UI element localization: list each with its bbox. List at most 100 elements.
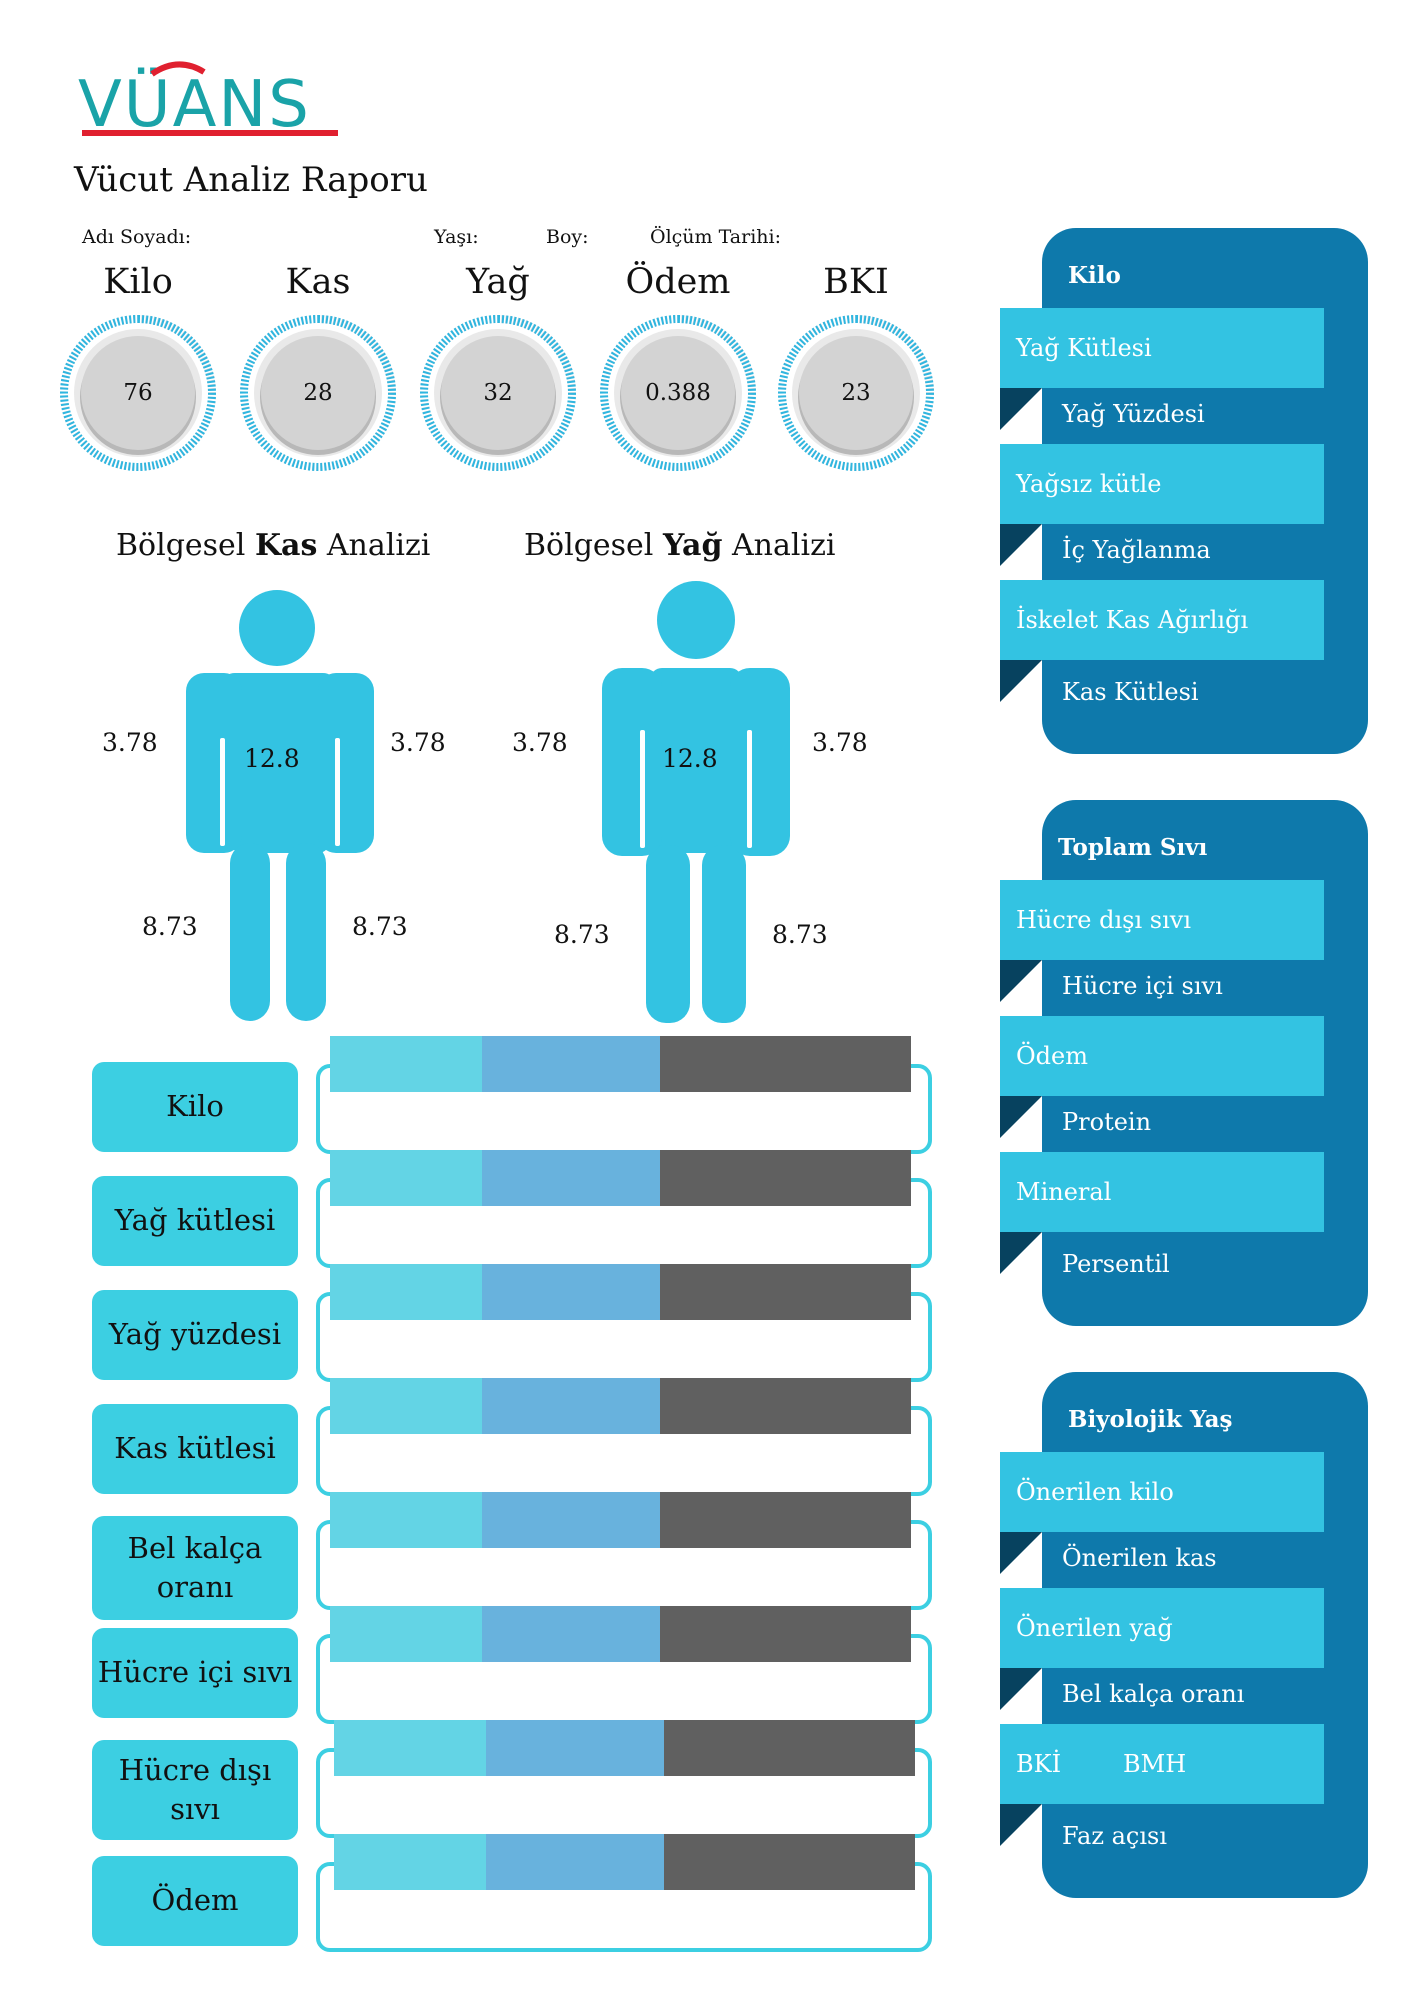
bar-segment-low [330, 1378, 482, 1434]
ribbon-label: Yağsız kütle [1016, 470, 1162, 498]
bar-segment-low [330, 1492, 482, 1548]
panel-ribbon: Önerilen kilo [1000, 1452, 1324, 1532]
gauge-value: 32 [483, 380, 513, 406]
panel-subitem: Protein [1062, 1108, 1152, 1136]
bar-segment-normal [482, 1036, 660, 1092]
ribbon-fold [1000, 388, 1042, 430]
gauge-title: Yağ [466, 262, 530, 302]
ribbon-label: Önerilen kilo [1016, 1478, 1174, 1506]
gauge-dial: 28 [238, 313, 398, 473]
bar-segment-high [660, 1036, 911, 1092]
bar-segment-normal [482, 1378, 660, 1434]
gauge-value: 76 [123, 380, 153, 406]
ribbon-label: Yağ Kütlesi [1016, 334, 1152, 362]
fat-right-leg-value: 8.73 [772, 920, 828, 949]
gauge-dial: 23 [776, 313, 936, 473]
muscle-body-figure [186, 590, 374, 1021]
panel-ribbon: İskelet Kas Ağırlığı [1000, 580, 1324, 660]
bar-label: Hücre içi sıvı [92, 1628, 298, 1718]
gauge-title: Ödem [625, 262, 731, 302]
panel-subitem: Persentil [1062, 1250, 1170, 1278]
panel-subitem: Önerilen kas [1062, 1544, 1217, 1572]
panel-subitem: Yağ Yüzdesi [1062, 400, 1205, 428]
bar-segment-normal [486, 1834, 664, 1890]
bar-segment-normal [482, 1606, 660, 1662]
fat-left-leg-value: 8.73 [554, 920, 610, 949]
bar-segment-low [330, 1606, 482, 1662]
ribbon-label: BKİ [1016, 1750, 1062, 1778]
fat-right-arm-value: 3.78 [812, 728, 868, 757]
panel-subitem: Bel kalça oranı [1062, 1680, 1245, 1708]
gauge-value: 28 [303, 380, 333, 406]
bar-segment-high [664, 1834, 915, 1890]
panel-ribbon: BKİ BMH [1000, 1724, 1324, 1804]
muscle-right-arm-value: 3.78 [390, 728, 446, 757]
ribbon-fold [1000, 1096, 1042, 1138]
muscle-section-title: Bölgesel Kas Analizi [116, 528, 431, 563]
bar-segment-high [660, 1492, 911, 1548]
panel-title: Toplam Sıvı [1058, 834, 1208, 861]
ribbon-fold [1000, 1532, 1042, 1574]
panel-subitem: Kas Kütlesi [1062, 678, 1199, 706]
ribbon-fold [1000, 1668, 1042, 1710]
muscle-right-leg-value: 8.73 [352, 912, 408, 941]
report-title: Vücut Analiz Raporu [74, 160, 428, 200]
gauge-title: Kilo [103, 262, 173, 302]
gauge-value: 23 [841, 380, 871, 406]
ribbon-fold [1000, 524, 1042, 566]
age-label: Yaşı: [434, 226, 479, 248]
bar-label: Bel kalça oranı [92, 1516, 298, 1620]
date-label: Ölçüm Tarihi: [650, 226, 781, 248]
bar-label: Ödem [92, 1856, 298, 1946]
bar-label: Kas kütlesi [92, 1404, 298, 1494]
bar-segment-high [664, 1720, 915, 1776]
fat-left-arm-value: 3.78 [512, 728, 568, 757]
name-label: Adı Soyadı: [82, 226, 192, 248]
ribbon-fold [1000, 1804, 1042, 1846]
height-label: Boy: [546, 226, 589, 248]
ribbon-fold [1000, 660, 1042, 702]
logo-text: VÜANS [78, 67, 311, 140]
ribbon-label: Mineral [1016, 1178, 1112, 1206]
panel-ribbon: Yağsız kütle [1000, 444, 1324, 524]
bar-segment-normal [482, 1492, 660, 1548]
bar-segment-normal [482, 1264, 660, 1320]
bar-label: Hücre dışı sıvı [92, 1740, 298, 1840]
vuans-logo: VÜANS [78, 61, 338, 140]
ribbon-label: Önerilen yağ [1016, 1614, 1173, 1642]
bar-segment-low [334, 1834, 486, 1890]
bar-label: Kilo [92, 1062, 298, 1152]
panel-subitem: Faz açısı [1062, 1822, 1168, 1850]
bar-segment-low [330, 1036, 482, 1092]
bar-segment-high [660, 1606, 911, 1662]
ribbon-fold [1000, 960, 1042, 1002]
bar-segment-high [660, 1378, 911, 1434]
panel-subitem: İç Yağlanma [1062, 536, 1211, 564]
ribbon-label: İskelet Kas Ağırlığı [1016, 606, 1249, 634]
bar-segment-low [330, 1150, 482, 1206]
gauge-dial: 76 [58, 313, 218, 473]
ribbon-label: Ödem [1016, 1042, 1088, 1070]
panel-ribbon: Yağ Kütlesi [1000, 308, 1324, 388]
bar-label: Yağ yüzdesi [92, 1290, 298, 1380]
panel-ribbon: Ödem [1000, 1016, 1324, 1096]
bar-segment-normal [482, 1150, 660, 1206]
gauge-title: BKI [823, 262, 889, 302]
bar-segment-normal [486, 1720, 664, 1776]
bar-segment-low [330, 1264, 482, 1320]
fat-section-title: Bölgesel Yağ Analizi [524, 528, 836, 563]
bar-segment-high [660, 1264, 911, 1320]
gauge-value: 0.388 [645, 380, 711, 406]
ribbon-label-secondary: BMH [1123, 1750, 1187, 1778]
panel-ribbon: Mineral [1000, 1152, 1324, 1232]
bar-segment-low [334, 1720, 486, 1776]
gauge-title: Kas [285, 262, 351, 302]
ribbon-label: Hücre dışı sıvı [1016, 906, 1192, 934]
bar-segment-high [660, 1150, 911, 1206]
bar-label: Yağ kütlesi [92, 1176, 298, 1266]
gauge-dial: 32 [418, 313, 578, 473]
panel-title: Kilo [1068, 262, 1121, 289]
gauge-dial: 0.388 [598, 313, 758, 473]
muscle-left-leg-value: 8.73 [142, 912, 198, 941]
panel-title: Biyolojik Yaş [1068, 1406, 1233, 1433]
